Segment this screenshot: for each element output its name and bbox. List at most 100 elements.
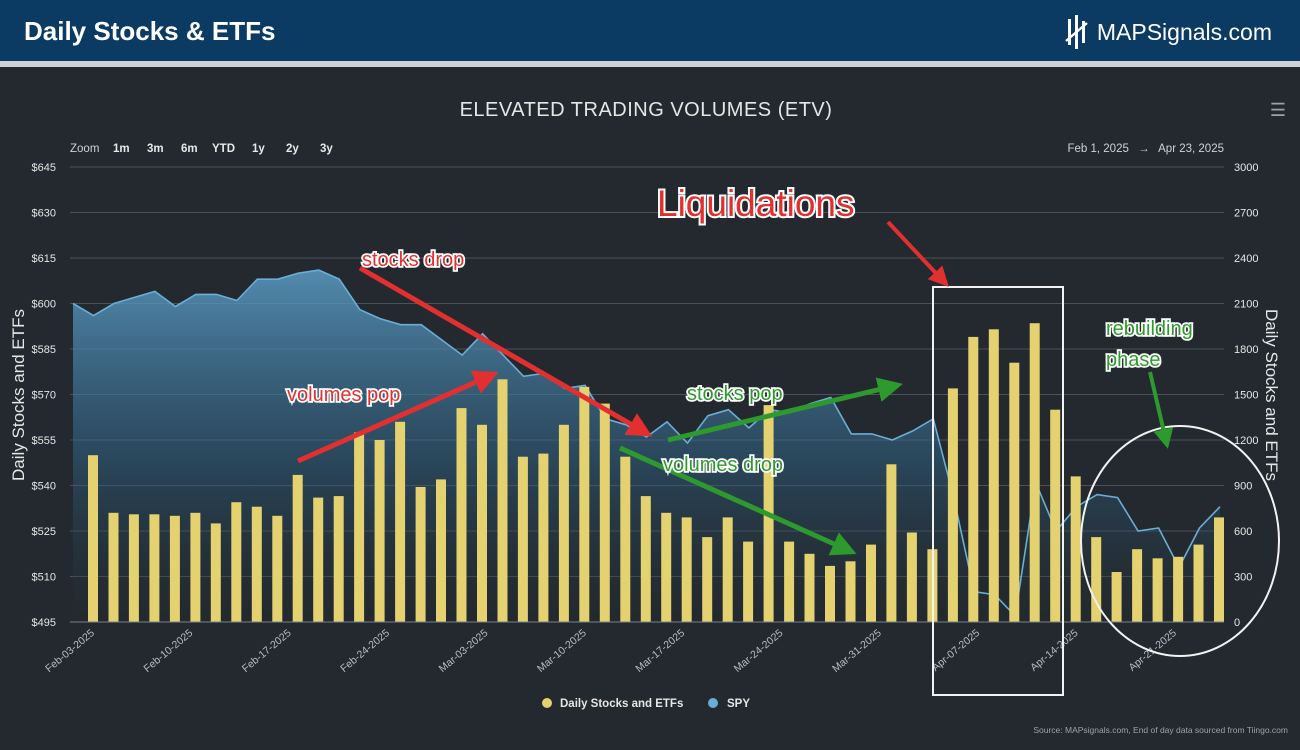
header-divider	[0, 61, 1300, 67]
source-note: Source: MAPsignals.com, End of day data …	[1033, 725, 1288, 735]
volume-bar	[1214, 517, 1224, 622]
annotation-liquidations: Liquidations	[657, 183, 854, 224]
rebuilding-arrow	[1148, 371, 1174, 449]
volume-bar	[1029, 323, 1040, 622]
x-tick-label: Feb-10-2025	[142, 627, 196, 675]
volume-bar	[579, 386, 590, 622]
x-tick-label: Apr-14-2025	[1028, 627, 1081, 674]
left-tick-label: $555	[32, 435, 56, 447]
right-tick-label: 3000	[1234, 162, 1258, 174]
annotation-stocks-drop: stocks drop	[362, 249, 464, 271]
range-to[interactable]: Apr 23, 2025	[1158, 143, 1224, 155]
legend-item-volume[interactable]: Daily Stocks and ETFs	[542, 698, 683, 710]
volume-bar	[169, 515, 180, 622]
logo-text: MAPSignals.com	[1096, 18, 1272, 45]
volume-bar	[825, 565, 835, 622]
volume-bar	[968, 336, 979, 622]
volume-bar	[1050, 409, 1061, 622]
left-tick-label: $495	[32, 617, 56, 629]
volume-bar	[886, 464, 897, 622]
volume-bar	[1152, 558, 1163, 622]
volume-bar	[333, 496, 344, 622]
zoom-3y-button[interactable]: 3y	[320, 143, 333, 155]
volume-bar	[190, 512, 201, 622]
annotation-volumes-pop: volumes pop	[287, 384, 400, 406]
date-range: Feb 1, 2025 → Apr 23, 2025	[1067, 143, 1224, 155]
volume-bar	[313, 497, 324, 622]
right-tick-label: 0	[1234, 617, 1240, 629]
left-tick-label: $570	[32, 390, 56, 402]
volume-bar	[1132, 549, 1143, 622]
legend-spy-marker	[708, 698, 718, 708]
annotation-phase: phase	[1106, 349, 1161, 371]
volume-bar	[477, 424, 487, 622]
left-tick-label: $585	[32, 344, 56, 356]
volume-bar	[149, 514, 160, 622]
volume-bar	[1193, 544, 1204, 622]
brand-logo[interactable]: MAPSignals.com	[1065, 14, 1272, 50]
volume-bar	[415, 487, 426, 622]
x-tick-label: Apr-21-2025	[1126, 627, 1179, 674]
volume-bar	[108, 512, 119, 622]
volume-bar	[784, 541, 795, 622]
left-tick-label: $615	[32, 253, 56, 265]
volume-bar	[292, 474, 303, 622]
right-tick-label: 1800	[1234, 344, 1258, 356]
liquidations-arrow	[886, 220, 949, 287]
volume-bar	[210, 523, 221, 622]
volume-bar	[1070, 476, 1081, 622]
volume-bar	[599, 403, 610, 622]
volumes-drop-arrow	[618, 445, 857, 556]
left-tick-label: $525	[32, 526, 56, 538]
x-tick-label: Mar-17-2025	[633, 627, 687, 675]
legend-item-spy[interactable]: SPY	[708, 698, 750, 710]
volume-bar	[231, 502, 242, 622]
spy-line	[72, 269, 1221, 618]
zoom-label: Zoom	[70, 143, 100, 155]
volume-bar	[722, 517, 733, 622]
legend-volume-label: Daily Stocks and ETFs	[560, 698, 683, 710]
volume-bar	[517, 456, 528, 622]
right-tick-label: 600	[1234, 526, 1252, 538]
volume-bar	[804, 553, 815, 623]
range-from[interactable]: Feb 1, 2025	[1067, 143, 1129, 155]
volume-bar	[681, 517, 692, 622]
zoom-ytd-button[interactable]: YTD	[212, 143, 235, 155]
chart-title: ELEVATED TRADING VOLUMES (ETV)	[460, 99, 833, 121]
volume-bar	[988, 329, 999, 622]
volume-bar	[88, 455, 98, 622]
zoom-2y-button[interactable]: 2y	[286, 143, 299, 155]
left-tick-label: $510	[32, 572, 56, 584]
stocks-pop-arrow	[667, 377, 903, 443]
x-tick-label: Mar-31-2025	[830, 627, 884, 675]
header-bar: Daily Stocks & ETFs MAPSignals.com	[0, 0, 1300, 61]
annotations: stocks drop volumes pop Liquidations sto…	[285, 181, 1280, 696]
volume-bar	[743, 541, 754, 622]
zoom-1y-button[interactable]: 1y	[252, 143, 265, 155]
zoom-1m-button[interactable]: 1m	[113, 143, 130, 155]
hamburger-menu-icon[interactable]: ☰	[1269, 100, 1286, 120]
liquidations-box	[932, 286, 1064, 696]
right-tick-label: 1200	[1234, 435, 1258, 447]
left-tick-label: $645	[32, 162, 56, 174]
volume-bar	[702, 537, 713, 622]
right-tick-label: 900	[1234, 481, 1252, 493]
volume-bar	[866, 544, 876, 622]
x-tick-label: Feb-24-2025	[338, 627, 392, 675]
left-tick-label: $540	[32, 481, 56, 493]
right-tick-label: 300	[1234, 572, 1252, 584]
volume-bar	[456, 408, 467, 622]
volume-bar	[845, 561, 856, 622]
zoom-6m-button[interactable]: 6m	[181, 143, 198, 155]
right-tick-label: 2400	[1234, 253, 1258, 265]
legend: Daily Stocks and ETFs SPY	[542, 698, 750, 710]
volume-bar	[1111, 572, 1122, 622]
legend-spy-label: SPY	[727, 698, 750, 710]
zoom-3m-button[interactable]: 3m	[147, 143, 164, 155]
x-tick-label: Feb-17-2025	[240, 627, 294, 675]
volume-bar	[538, 453, 549, 622]
right-tick-label: 2700	[1234, 208, 1258, 220]
volume-bar	[128, 514, 139, 622]
x-tick-label: Mar-24-2025	[732, 627, 786, 675]
